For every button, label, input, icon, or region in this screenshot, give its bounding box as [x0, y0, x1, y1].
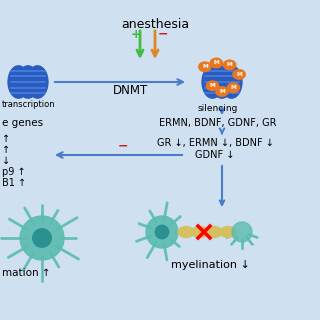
Text: M: M: [236, 72, 242, 77]
Ellipse shape: [178, 227, 194, 237]
Ellipse shape: [199, 62, 211, 72]
Text: B1 ↑: B1 ↑: [2, 178, 26, 188]
Text: transcription: transcription: [2, 100, 56, 109]
Ellipse shape: [223, 60, 236, 70]
Text: ↑: ↑: [2, 145, 10, 155]
Text: ERMN, BDNF, GDNF, GR: ERMN, BDNF, GDNF, GR: [159, 118, 277, 128]
Text: M: M: [202, 64, 208, 69]
Text: mation ↑: mation ↑: [2, 268, 51, 278]
Circle shape: [20, 216, 64, 260]
Text: M: M: [213, 60, 219, 66]
Circle shape: [232, 222, 252, 242]
Text: myelination ↓: myelination ↓: [171, 260, 249, 270]
Ellipse shape: [220, 227, 236, 237]
Circle shape: [33, 229, 51, 247]
Text: anesthesia: anesthesia: [121, 18, 189, 31]
Ellipse shape: [18, 66, 38, 98]
Text: DNMT: DNMT: [112, 84, 148, 97]
Text: M: M: [227, 62, 232, 68]
Ellipse shape: [27, 66, 48, 98]
Ellipse shape: [202, 66, 223, 98]
Text: ↑: ↑: [2, 134, 10, 144]
Text: p9 ↑: p9 ↑: [2, 167, 26, 177]
Circle shape: [146, 216, 178, 248]
Text: M: M: [210, 83, 215, 88]
Ellipse shape: [216, 87, 228, 96]
Text: ↓: ↓: [2, 156, 10, 166]
Text: −: −: [118, 140, 129, 153]
Ellipse shape: [8, 66, 29, 98]
Text: GR ↓, ERMN ↓, BDNF ↓
GDNF ↓: GR ↓, ERMN ↓, BDNF ↓ GDNF ↓: [156, 138, 273, 160]
Text: −: −: [158, 28, 169, 41]
Text: e genes: e genes: [2, 118, 43, 128]
Ellipse shape: [206, 81, 219, 91]
Text: M: M: [219, 89, 225, 94]
Text: silencing: silencing: [198, 104, 238, 113]
Text: +: +: [131, 28, 142, 41]
Ellipse shape: [192, 227, 208, 237]
Ellipse shape: [233, 70, 245, 79]
Circle shape: [155, 225, 169, 239]
Ellipse shape: [212, 66, 232, 98]
Ellipse shape: [210, 58, 222, 68]
Text: M: M: [230, 85, 236, 90]
Ellipse shape: [221, 66, 242, 98]
Ellipse shape: [227, 83, 240, 92]
Ellipse shape: [206, 227, 222, 237]
